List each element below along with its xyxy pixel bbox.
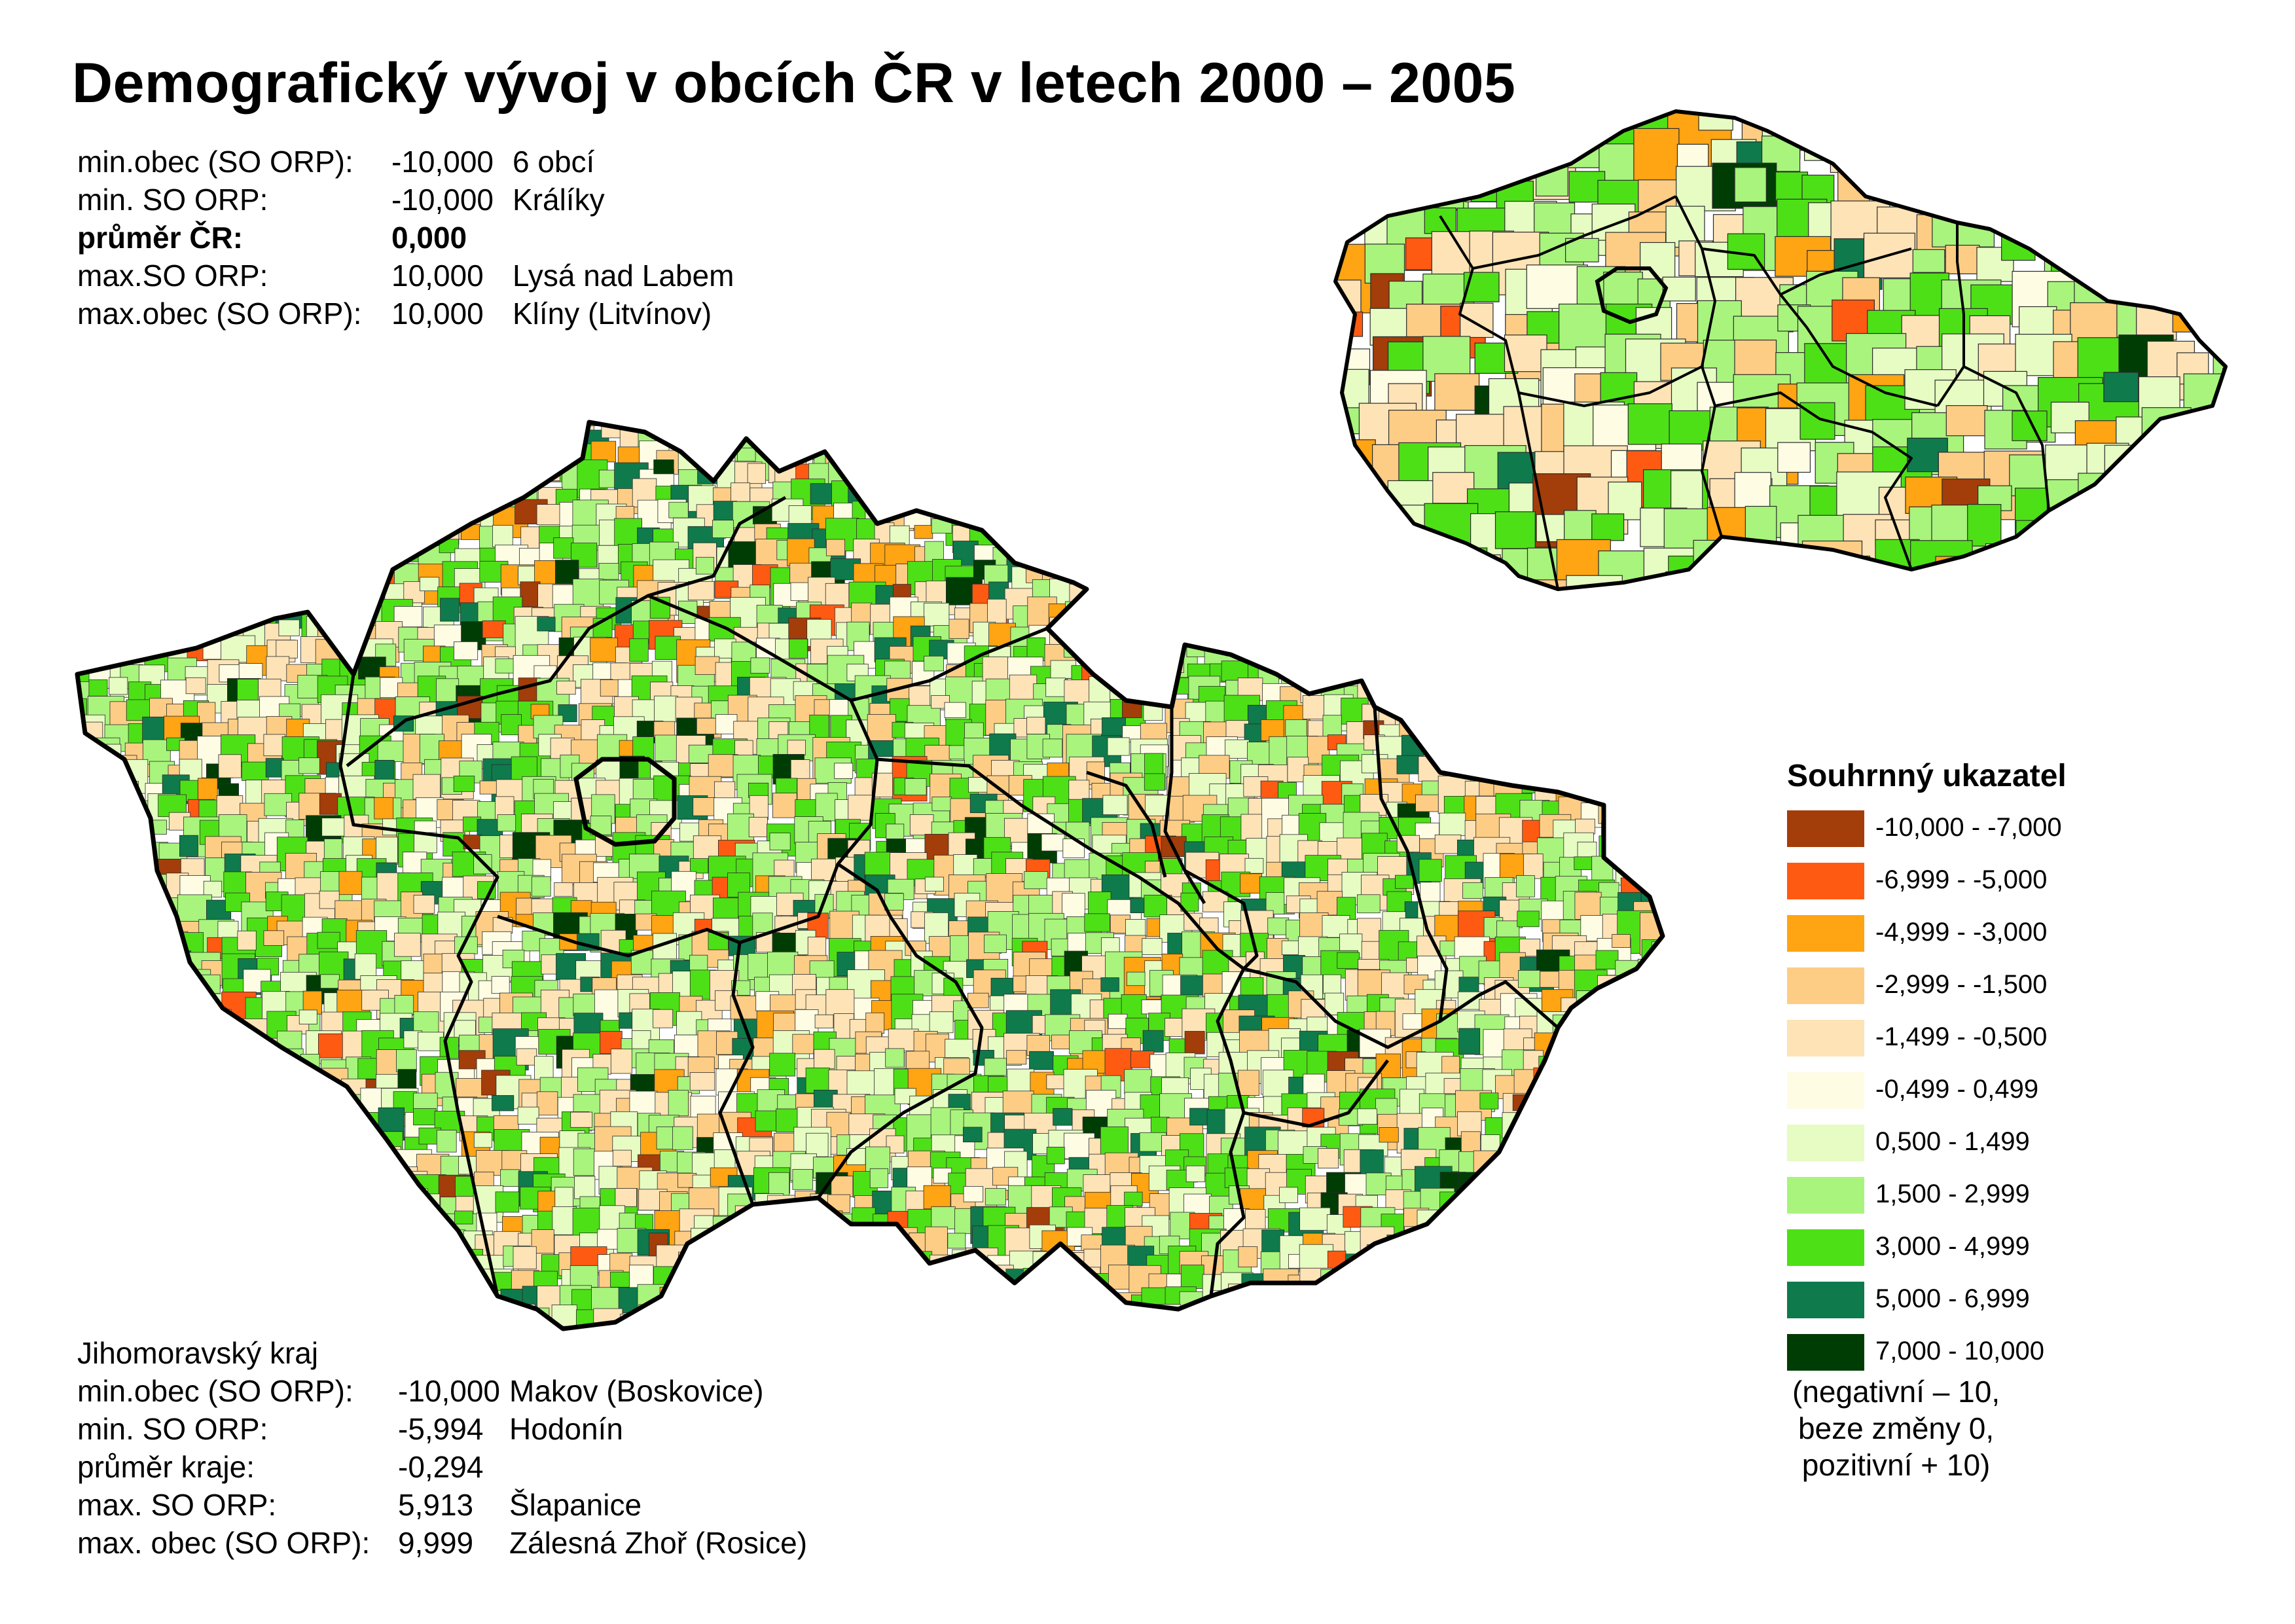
stat-value: 0,000 <box>391 221 467 255</box>
legend-swatch <box>1787 915 1864 952</box>
legend-note-line: (negativní – 10, <box>1792 1375 2000 1409</box>
stat-name: Zálesná Zhoř (Rosice) <box>509 1526 808 1560</box>
legend-item: -1,499 - -0,500 <box>1787 1020 2180 1058</box>
inset-prague-boundary <box>1595 266 1669 325</box>
main-map-czech-republic <box>75 420 1665 1331</box>
stat-name: Lysá nad Labem <box>513 259 734 293</box>
legend-swatch <box>1787 1229 1864 1266</box>
region-name: Jihomoravský kraj <box>77 1336 319 1370</box>
stat-label: min.obec (SO ORP): <box>77 1374 353 1408</box>
legend-item: -4,999 - -3,000 <box>1787 915 2180 953</box>
legend-range: -4,999 - -3,000 <box>1875 918 2048 947</box>
legend-item: 7,000 - 10,000 <box>1787 1334 2180 1372</box>
inset-map-so-orp <box>1333 109 2228 591</box>
legend-range: 5,000 - 6,999 <box>1875 1284 2030 1313</box>
legend-swatch <box>1787 1020 1864 1056</box>
stat-label: max. SO ORP: <box>77 1488 277 1522</box>
stat-value: 10,000 <box>391 297 484 331</box>
legend-note-line: pozitivní + 10) <box>1801 1448 1991 1482</box>
stat-label: min. SO ORP: <box>77 1412 268 1446</box>
stat-label: max.obec (SO ORP): <box>77 297 362 331</box>
stat-label: min. SO ORP: <box>77 183 268 217</box>
legend-note: (negativní – 10, beze změny 0, pozitivní… <box>1792 1373 2000 1483</box>
stat-name: Hodonín <box>509 1412 623 1446</box>
legend-range: 1,500 - 2,999 <box>1875 1180 2030 1208</box>
stat-label: max. obec (SO ORP): <box>77 1526 370 1560</box>
legend-item: -2,999 - -1,500 <box>1787 967 2180 1005</box>
stat-value: -5,994 <box>398 1412 484 1446</box>
stat-value: 9,999 <box>398 1526 474 1560</box>
map-title: Demografický vývoj v obcích ČR v letech … <box>72 52 1516 115</box>
legend-swatch <box>1787 967 1864 1004</box>
prague-boundary <box>573 757 677 847</box>
legend: Souhrnný ukazatel -10,000 - -7,000 -6,999… <box>1787 758 2101 1482</box>
stat-value: -10,000 <box>391 145 494 179</box>
legend-swatch <box>1787 1177 1864 1214</box>
stat-value: -10,000 <box>398 1374 501 1408</box>
legend-item: 3,000 - 4,999 <box>1787 1229 2180 1267</box>
legend-range: 3,000 - 4,999 <box>1875 1232 2030 1261</box>
legend-item: -10,000 - -7,000 <box>1787 810 2180 848</box>
stat-label: max.SO ORP: <box>77 259 268 293</box>
stat-name: Makov (Boskovice) <box>509 1374 764 1408</box>
legend-item: 0,500 - 1,499 <box>1787 1125 2180 1163</box>
main-map-outline <box>75 420 1665 1331</box>
stat-label: min.obec (SO ORP): <box>77 145 353 179</box>
stat-label: průměr ČR: <box>77 221 244 255</box>
stat-name: Králíky <box>513 183 605 217</box>
legend-item: 1,500 - 2,999 <box>1787 1177 2180 1215</box>
legend-swatch <box>1787 863 1864 899</box>
legend-item: -0,499 - 0,499 <box>1787 1072 2180 1110</box>
stat-name: 6 obcí <box>513 145 595 179</box>
stat-value: -10,000 <box>391 183 494 217</box>
legend-note-line: beze změny 0, <box>1798 1411 1995 1445</box>
legend-title: Souhrnný ukazatel <box>1787 759 2067 793</box>
legend-range: -2,999 - -1,500 <box>1875 970 2048 999</box>
legend-swatch <box>1787 1334 1864 1371</box>
legend-range: 7,000 - 10,000 <box>1875 1337 2044 1365</box>
legend-swatch <box>1787 1282 1864 1318</box>
legend-item: -6,999 - -5,000 <box>1787 863 2180 901</box>
legend-swatch <box>1787 1125 1864 1161</box>
legend-range: -10,000 - -7,000 <box>1875 813 2062 842</box>
inset-map-region-borders <box>1439 195 2050 590</box>
stat-label: průměr kraje: <box>77 1450 255 1484</box>
legend-range: 0,500 - 1,499 <box>1875 1127 2030 1156</box>
stat-name: Klíny (Litvínov) <box>513 297 712 331</box>
stat-value: 5,913 <box>398 1488 474 1522</box>
stat-value: 10,000 <box>391 259 484 293</box>
stat-name: Šlapanice <box>509 1488 642 1522</box>
legend-range: -0,499 - 0,499 <box>1875 1075 2039 1104</box>
main-map-region-borders <box>338 496 1559 1297</box>
legend-swatch <box>1787 810 1864 847</box>
inset-map-outline <box>1333 109 2228 591</box>
legend-range: -1,499 - -0,500 <box>1875 1022 2048 1051</box>
legend-swatch <box>1787 1072 1864 1109</box>
legend-range: -6,999 - -5,000 <box>1875 865 2048 894</box>
stat-value: -0,294 <box>398 1450 484 1484</box>
legend-item: 5,000 - 6,999 <box>1787 1282 2180 1320</box>
